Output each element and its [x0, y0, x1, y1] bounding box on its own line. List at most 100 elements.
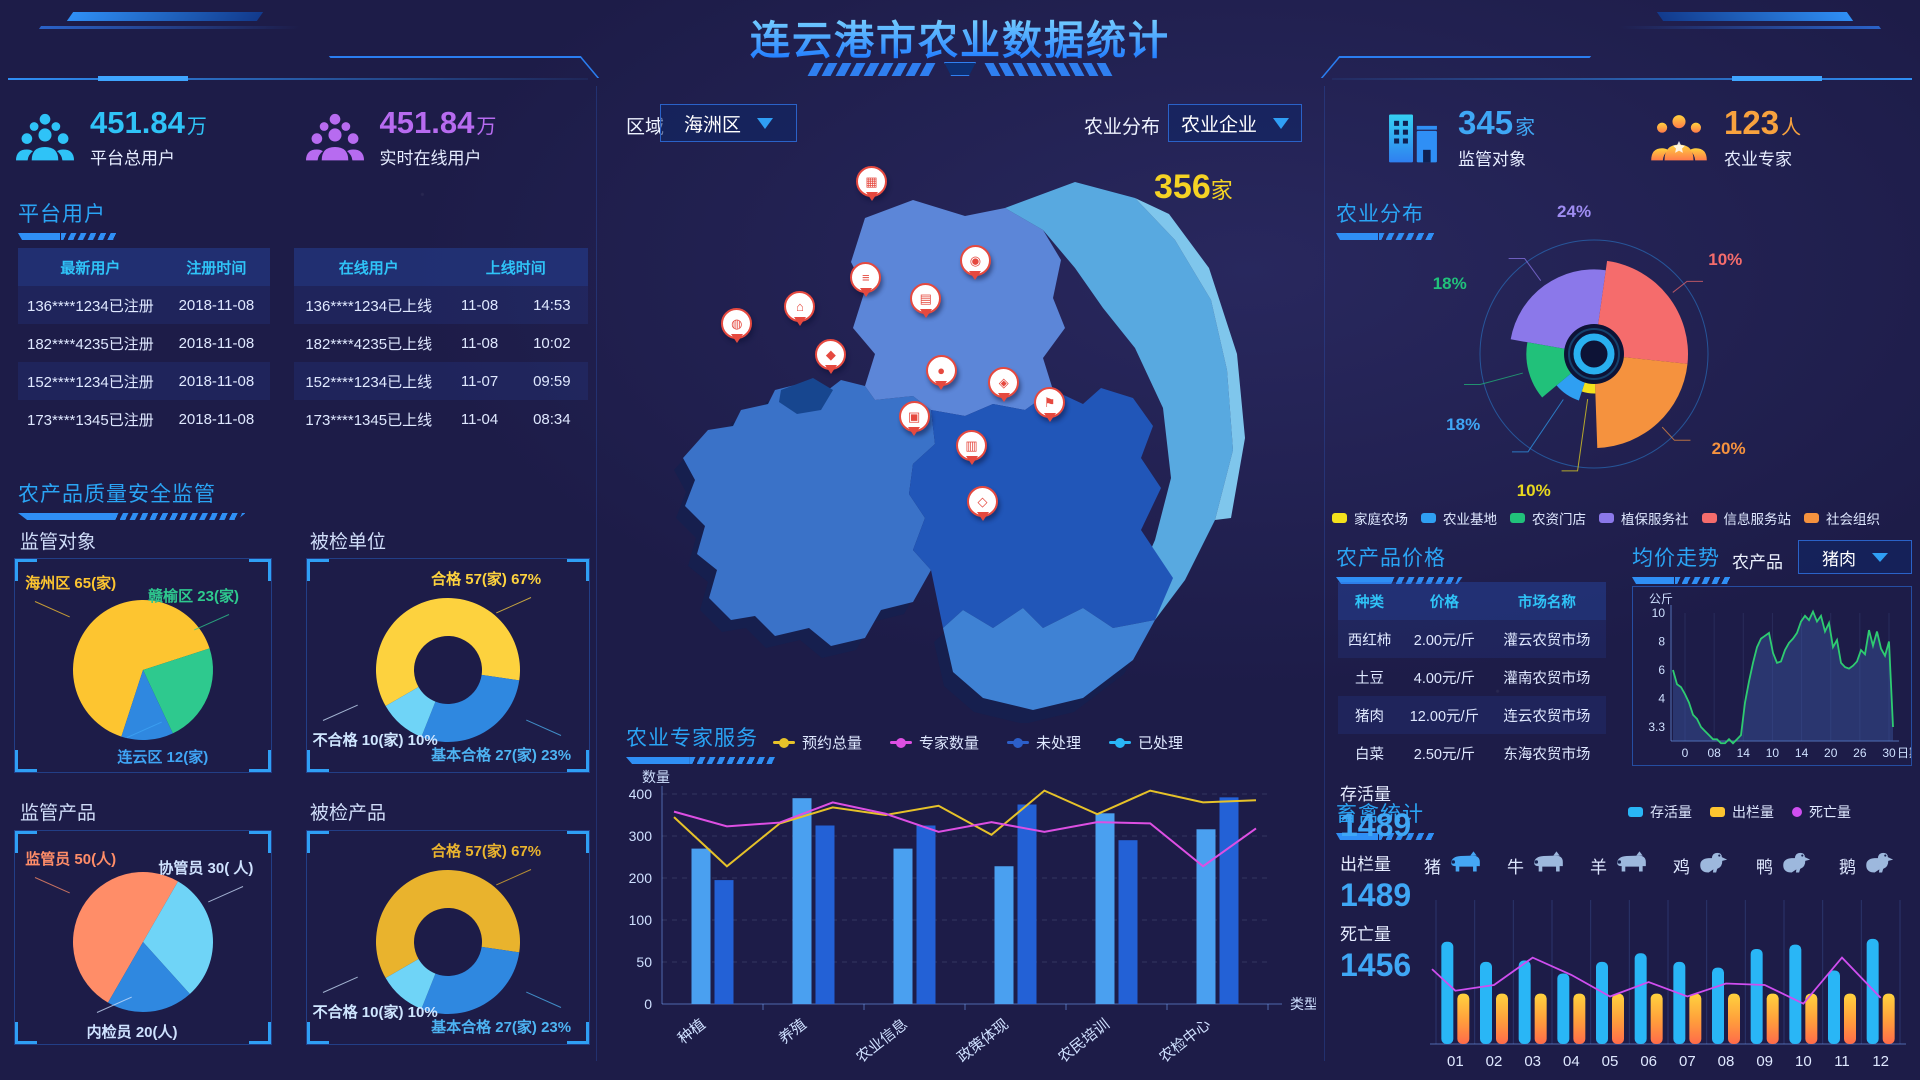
- experts-icon: [1650, 112, 1708, 164]
- map-pin-flag-icon[interactable]: ⚑: [1034, 387, 1066, 419]
- table-cell: 09:59: [533, 372, 571, 390]
- panel-title-supervision-objects: 监管对象: [20, 532, 97, 553]
- legend-item[interactable]: 专家数量: [890, 732, 979, 753]
- region-select[interactable]: 海洲区: [660, 104, 797, 142]
- chart-callout: 不合格 10(家) 10%: [313, 976, 438, 1022]
- factory-icon: ▤: [919, 291, 932, 307]
- enterprise-count-badge: 356家: [1154, 168, 1233, 206]
- svg-text:14: 14: [1737, 746, 1751, 760]
- map-pin-building-icon[interactable]: ▣: [898, 401, 930, 433]
- chart-panel-inspected-products[interactable]: 合格 57(家) 67% 基本合格 27(家) 23% 不合格 10(家) 10%: [306, 830, 590, 1045]
- stat-item: 451.84 万平台总用户: [16, 88, 306, 188]
- legend-label: 存活量: [1650, 804, 1692, 820]
- price-trend-chart[interactable]: 公斤 3.3 4 6 8 10 0 08 14 10 14 20 26 30日期: [1632, 586, 1920, 766]
- product-select[interactable]: 猪肉: [1798, 540, 1912, 574]
- table-row: 152****1234已注册 2018-11-08: [18, 362, 270, 400]
- svg-text:200: 200: [629, 870, 653, 886]
- distribution-select[interactable]: 农业企业: [1168, 104, 1302, 142]
- chart-callout: 合格 57(家) 67%: [431, 568, 541, 613]
- region-map[interactable]: ▦ ◉ ≡ ▤ ⌂ ◍ ◆ ● ◈ ⚑ ▣ ▥ ◇: [613, 158, 1258, 724]
- animal-tab-牛[interactable]: 牛: [1507, 850, 1566, 881]
- legend-item[interactable]: 已处理: [1109, 732, 1183, 753]
- table-cell: 182****4235已上线: [305, 335, 433, 353]
- stat-value: 451.84 万: [90, 105, 207, 141]
- legend-symbol: [1109, 737, 1132, 748]
- table-cell: 173****1345已上线: [305, 411, 433, 429]
- table-header-cell: 市场名称: [1517, 594, 1576, 611]
- svg-text:4: 4: [1658, 692, 1665, 706]
- table-cell: 2018-11-08: [178, 372, 255, 390]
- animal-tab-羊[interactable]: 羊: [1590, 850, 1649, 881]
- legend-item[interactable]: 家庭农场: [1332, 508, 1408, 528]
- stat-text: 451.84 万实时在线用户: [379, 105, 497, 169]
- legend-item[interactable]: 植保服务社: [1599, 508, 1689, 528]
- online-table: 在线用户 上线时间 136****1234已上线 11-08 14:53 182****4…: [294, 248, 588, 438]
- divider-left: [596, 86, 597, 1061]
- svg-text:种植: 种植: [675, 1016, 709, 1048]
- legend-item[interactable]: 信息服务站: [1701, 508, 1791, 528]
- table-cell: 11-08: [460, 296, 499, 314]
- animal-tab-鸡[interactable]: 鸡: [1673, 850, 1732, 881]
- map-pin-chart-icon[interactable]: ▥: [956, 429, 988, 461]
- chart-panel-inspected-units[interactable]: 合格 57(家) 67% 基本合格 27(家) 23% 不合格 10(家) 10%: [306, 558, 590, 773]
- mountain-icon: ◈: [998, 374, 1009, 390]
- left-panel: 451.84 万平台总用户 451.84 万实时在线用户 平台用户 最新用户 注册时间…: [10, 80, 595, 1080]
- animal-tab-鹅[interactable]: 鹅: [1839, 850, 1898, 881]
- map-pin-sprout-icon[interactable]: ◇: [967, 486, 998, 518]
- legend-label: 植保服务社: [1621, 512, 1689, 527]
- legend-item[interactable]: 预约总量: [773, 732, 862, 753]
- table-header-cell: 种类: [1355, 594, 1385, 611]
- legend-item[interactable]: 农资门店: [1510, 508, 1586, 528]
- stat-value: 451.84 万: [379, 105, 497, 141]
- legend-item[interactable]: 存活量: [1628, 802, 1692, 822]
- stat-item: 451.84 万实时在线用户: [305, 88, 596, 188]
- left-stats-row: 451.84 万平台总用户 451.84 万实时在线用户: [16, 88, 595, 188]
- stat-value: 345 家: [1458, 104, 1536, 142]
- svg-text:11: 11: [1834, 1053, 1850, 1070]
- legend-item[interactable]: 未处理: [1007, 732, 1081, 753]
- legend-symbol: [890, 737, 913, 748]
- chart-panel-supervision-objects[interactable]: 海州区 65(家) 赣榆区 23(家) 连云区 12(家): [14, 558, 272, 773]
- svg-text:08: 08: [1707, 746, 1721, 760]
- region-label: 区域: [626, 117, 665, 138]
- stat-label: 农业专家: [1724, 149, 1792, 169]
- map-pin-menu-icon[interactable]: ≡: [850, 262, 882, 294]
- stat-text: 451.84 万平台总用户: [90, 105, 207, 169]
- legend-item[interactable]: 出栏量: [1710, 802, 1774, 822]
- svg-text:50: 50: [636, 954, 652, 970]
- livestock-chart[interactable]: 01 02 03 04 05 06 07 08 09 10 11 12: [1420, 892, 1912, 1080]
- chart-panel-supervision-products[interactable]: 监管员 50(人) 协管员 30( 人) 内检员 20(人): [14, 830, 272, 1045]
- legend-item[interactable]: 农业基地: [1421, 508, 1497, 528]
- header-rule-right: [1332, 76, 1912, 81]
- person-icon: ◆: [825, 346, 836, 362]
- map-pin-grid-icon[interactable]: ▦: [856, 166, 888, 198]
- animal-icon: [1696, 850, 1732, 881]
- legend-swatch: [1510, 513, 1525, 523]
- rose-percent-label: 10%: [1708, 250, 1743, 269]
- stat-label: 平台总用户: [90, 148, 175, 168]
- flag-icon: ⚑: [1043, 395, 1056, 411]
- map-pin-bookmark-icon[interactable]: ◉: [959, 244, 991, 276]
- agri-distribution-chart[interactable]: 24% 10% 20% 10% 18% 18%: [1426, 202, 1762, 502]
- map-pin-location-icon[interactable]: ●: [925, 355, 957, 387]
- map-pin-person-icon[interactable]: ◆: [815, 338, 847, 370]
- svg-text:养殖: 养殖: [776, 1016, 810, 1048]
- chart-callout: 协管员 30( 人): [158, 857, 253, 902]
- animal-tab-鸭[interactable]: 鸭: [1756, 850, 1815, 881]
- svg-text:0: 0: [1682, 746, 1689, 760]
- map-pin-factory-icon[interactable]: ▤: [910, 283, 942, 315]
- expert-service-chart[interactable]: 0 50 100 200 300 400 数量 类型 种植 养殖 农业信息 政策体现 农民培训 农检中心: [604, 766, 1318, 1078]
- legend-item[interactable]: 死亡量: [1792, 802, 1851, 822]
- map-pin-home-icon[interactable]: ⌂: [784, 290, 816, 322]
- caret-down-icon: [1273, 117, 1289, 129]
- map-pin-globe-icon[interactable]: ◍: [721, 307, 753, 339]
- svg-text:26: 26: [1853, 746, 1867, 760]
- table-cell: 14:53: [533, 296, 571, 314]
- animal-tab-猪[interactable]: 猪: [1424, 850, 1483, 881]
- legend-item[interactable]: 社会组织: [1804, 508, 1880, 528]
- legend-swatch: [1792, 807, 1802, 817]
- menu-icon: ≡: [861, 270, 870, 286]
- panel-title-inspected-units: 被检单位: [310, 532, 387, 553]
- section-title-platform-users: 平台用户: [18, 198, 106, 240]
- map-pin-mountain-icon[interactable]: ◈: [988, 366, 1020, 398]
